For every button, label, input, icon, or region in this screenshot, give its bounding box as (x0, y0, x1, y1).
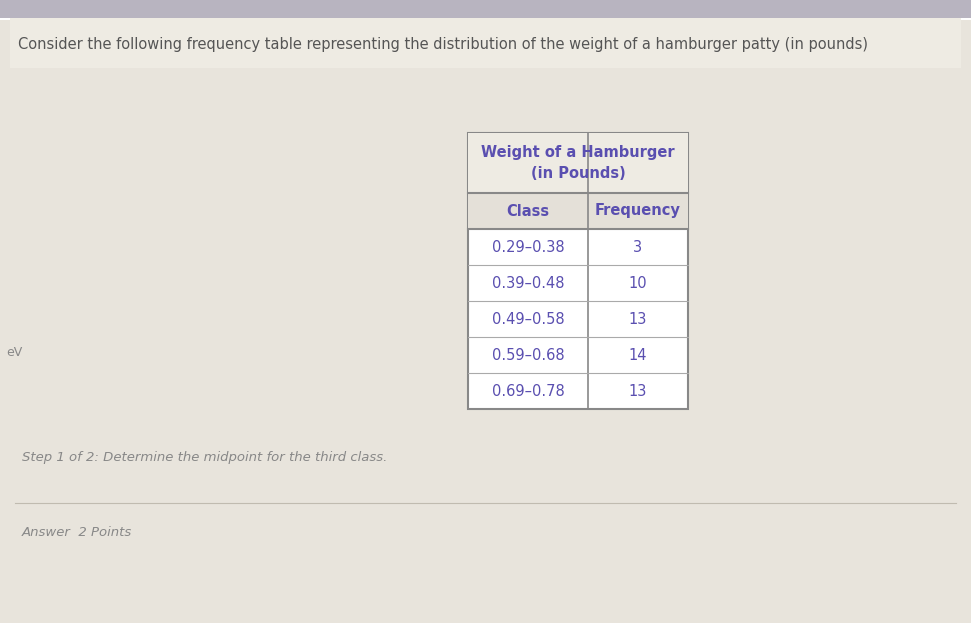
Bar (468, 133, 688, 193)
Text: (in Pounds): (in Pounds) (530, 166, 625, 181)
Text: 14: 14 (629, 348, 648, 363)
Text: 0.29–0.38: 0.29–0.38 (491, 239, 564, 255)
Text: Consider the following frequency table representing the distribution of the weig: Consider the following frequency table r… (18, 37, 868, 52)
Text: Step 1 of 2: Determine the midpoint for the third class.: Step 1 of 2: Determine the midpoint for … (22, 452, 387, 465)
Text: 0.59–0.68: 0.59–0.68 (491, 348, 564, 363)
Text: 13: 13 (629, 312, 648, 326)
Text: 0.49–0.58: 0.49–0.58 (491, 312, 564, 326)
Text: 10: 10 (628, 275, 648, 290)
Bar (468, 193, 688, 229)
Text: 3: 3 (633, 239, 643, 255)
Text: Weight of a Hamburger: Weight of a Hamburger (482, 146, 675, 161)
Text: eV: eV (6, 346, 22, 359)
Bar (0, 18, 971, 20)
Text: 0.69–0.78: 0.69–0.78 (491, 384, 564, 399)
Text: 13: 13 (629, 384, 648, 399)
Text: Answer  2 Points: Answer 2 Points (22, 526, 132, 540)
Text: Class: Class (507, 204, 550, 219)
Bar (10, 18, 961, 68)
Bar (0, 0, 971, 18)
Bar (468, 133, 688, 409)
Text: 0.39–0.48: 0.39–0.48 (491, 275, 564, 290)
Text: Frequency: Frequency (595, 204, 681, 219)
